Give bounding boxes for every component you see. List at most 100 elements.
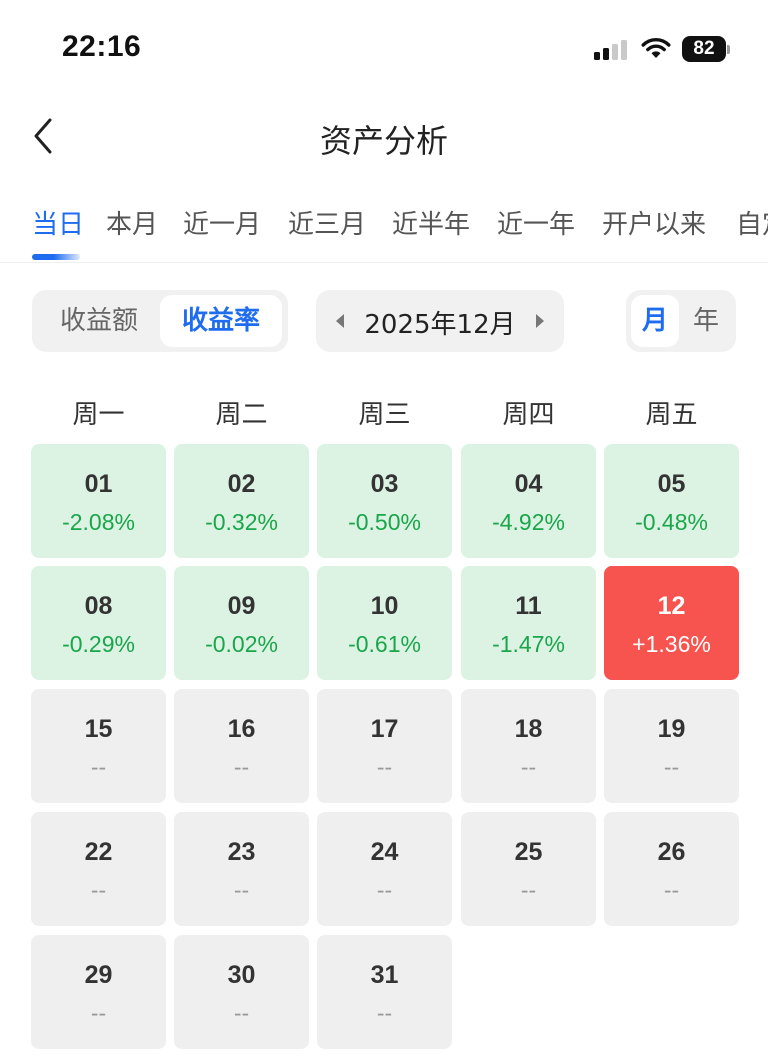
calendar-day-cell[interactable]: 18 -- <box>461 689 596 803</box>
next-month-icon[interactable] <box>530 310 550 332</box>
calendar-day-number: 18 <box>514 715 543 743</box>
tab-this-month[interactable]: 本月 <box>106 210 159 240</box>
calendar-day-cell[interactable]: 19 -- <box>604 689 739 803</box>
back-chevron-icon[interactable] <box>28 114 62 158</box>
calendar-day-cell[interactable]: 26 -- <box>604 812 739 926</box>
weekday-header-thu: 周四 <box>502 400 555 430</box>
page-title: 资产分析 <box>319 122 448 160</box>
month-picker: 2025年12月 <box>316 290 564 352</box>
tab-since-opening[interactable]: 开户以来 <box>602 210 707 240</box>
calendar-day-cell[interactable]: 08 -0.29% <box>31 566 166 680</box>
calendar-day-return: -- <box>233 754 250 780</box>
active-tab-indicator <box>32 254 80 260</box>
battery-icon: 82 <box>682 36 730 62</box>
calendar-day-number: 01 <box>84 470 113 498</box>
calendar-day-cell[interactable]: 09 -0.02% <box>174 566 309 680</box>
calendar-day-number: 17 <box>370 715 399 743</box>
calendar-day-cell[interactable]: 25 -- <box>461 812 596 926</box>
calendar-day-cell[interactable]: 17 -- <box>317 689 452 803</box>
calendar-day-cell[interactable]: 02 -0.32% <box>174 444 309 558</box>
calendar-day-return: -1.47% <box>492 631 565 657</box>
status-time: 22:16 <box>62 30 142 63</box>
calendar-day-return: -4.92% <box>492 509 565 535</box>
calendar-day-number: 02 <box>227 470 256 498</box>
calendar-day-number: 25 <box>514 838 543 866</box>
calendar-day-number: 15 <box>84 715 113 743</box>
tab-today[interactable]: 当日 <box>32 210 85 240</box>
calendar-day-return: -0.29% <box>62 631 135 657</box>
calendar-day-cell[interactable]: 04 -4.92% <box>461 444 596 558</box>
calendar-day-cell[interactable]: 12 +1.36% <box>604 566 739 680</box>
calendar-day-number: 29 <box>84 961 113 989</box>
weekday-header-tue: 周二 <box>215 400 268 430</box>
calendar-day-return: -- <box>663 754 680 780</box>
calendar-day-return: -- <box>376 754 393 780</box>
calendar-day-cell[interactable]: 22 -- <box>31 812 166 926</box>
calendar-day-return: -- <box>233 877 250 903</box>
nav-bar: 资产分析 <box>0 96 768 180</box>
battery-level: 82 <box>693 38 715 59</box>
calendar-day-return: -- <box>90 877 107 903</box>
calendar-day-return: -- <box>376 877 393 903</box>
weekday-header-mon: 周一 <box>72 400 125 430</box>
range-tabs: 当日 本月 近一月 近三月 近半年 近一年 开户以来 自定义 <box>0 196 768 266</box>
calendar-day-return: -- <box>520 877 537 903</box>
calendar-day-number: 23 <box>227 838 256 866</box>
calendar-day-number: 31 <box>370 961 399 989</box>
toggle-year-view[interactable]: 年 <box>692 306 719 336</box>
calendar-day-return: -- <box>376 1000 393 1026</box>
toggle-profit-amount[interactable]: 收益额 <box>59 306 138 336</box>
calendar-day-number: 26 <box>657 838 686 866</box>
toggle-profit-rate[interactable]: 收益率 <box>160 295 282 347</box>
calendar-day-cell[interactable]: 30 -- <box>174 935 309 1049</box>
tab-last-year[interactable]: 近一年 <box>497 210 576 240</box>
weekday-header-wed: 周三 <box>358 400 411 430</box>
calendar-day-return: +1.36% <box>632 631 711 657</box>
weekday-header-fri: 周五 <box>645 400 698 430</box>
calendar-day-return: -- <box>90 1000 107 1026</box>
tab-last-3-months[interactable]: 近三月 <box>288 210 367 240</box>
calendar-day-cell[interactable]: 11 -1.47% <box>461 566 596 680</box>
calendar-day-number: 16 <box>227 715 256 743</box>
month-label[interactable]: 2025年12月 <box>364 310 516 340</box>
calendar-day-cell[interactable]: 03 -0.50% <box>317 444 452 558</box>
calendar-day-return: -- <box>90 754 107 780</box>
calendar-day-return: -0.50% <box>348 509 421 535</box>
tab-custom[interactable]: 自定义 <box>736 210 768 240</box>
calendar-day-number: 10 <box>370 592 399 620</box>
period-toggle: 月 年 <box>626 290 736 352</box>
calendar-day-cell[interactable]: 24 -- <box>317 812 452 926</box>
calendar-day-number: 19 <box>657 715 686 743</box>
calendar-day-return: -0.61% <box>348 631 421 657</box>
calendar-day-number: 12 <box>657 592 686 620</box>
calendar-day-return: -0.32% <box>205 509 278 535</box>
calendar-day-cell[interactable]: 31 -- <box>317 935 452 1049</box>
calendar-day-number: 11 <box>515 592 542 620</box>
calendar-day-cell[interactable]: 05 -0.48% <box>604 444 739 558</box>
calendar-day-return: -0.02% <box>205 631 278 657</box>
toggle-month-view[interactable]: 月 <box>631 295 679 347</box>
calendar-day-cell[interactable]: 29 -- <box>31 935 166 1049</box>
calendar-day-number: 22 <box>84 838 113 866</box>
tab-last-month[interactable]: 近一月 <box>183 210 262 240</box>
calendar-day-number: 04 <box>514 470 543 498</box>
calendar-day-cell[interactable]: 16 -- <box>174 689 309 803</box>
calendar-day-cell[interactable]: 01 -2.08% <box>31 444 166 558</box>
wifi-icon <box>641 38 671 58</box>
tab-last-half-year[interactable]: 近半年 <box>392 210 471 240</box>
calendar-day-return: -- <box>520 754 537 780</box>
calendar-day-number: 24 <box>370 838 399 866</box>
metric-toggle: 收益额 收益率 <box>32 290 288 352</box>
calendar-day-return: -2.08% <box>62 509 135 535</box>
tabs-divider <box>0 262 768 263</box>
calendar-day-cell[interactable]: 15 -- <box>31 689 166 803</box>
prev-month-icon[interactable] <box>330 310 350 332</box>
calendar-day-number: 09 <box>227 592 256 620</box>
calendar-day-return: -- <box>233 1000 250 1026</box>
calendar-day-cell[interactable]: 23 -- <box>174 812 309 926</box>
cellular-signal-icon <box>594 38 630 60</box>
calendar-day-number: 08 <box>84 592 113 620</box>
calendar-day-return: -- <box>663 877 680 903</box>
calendar-day-cell[interactable]: 10 -0.61% <box>317 566 452 680</box>
calendar-day-number: 30 <box>227 961 256 989</box>
